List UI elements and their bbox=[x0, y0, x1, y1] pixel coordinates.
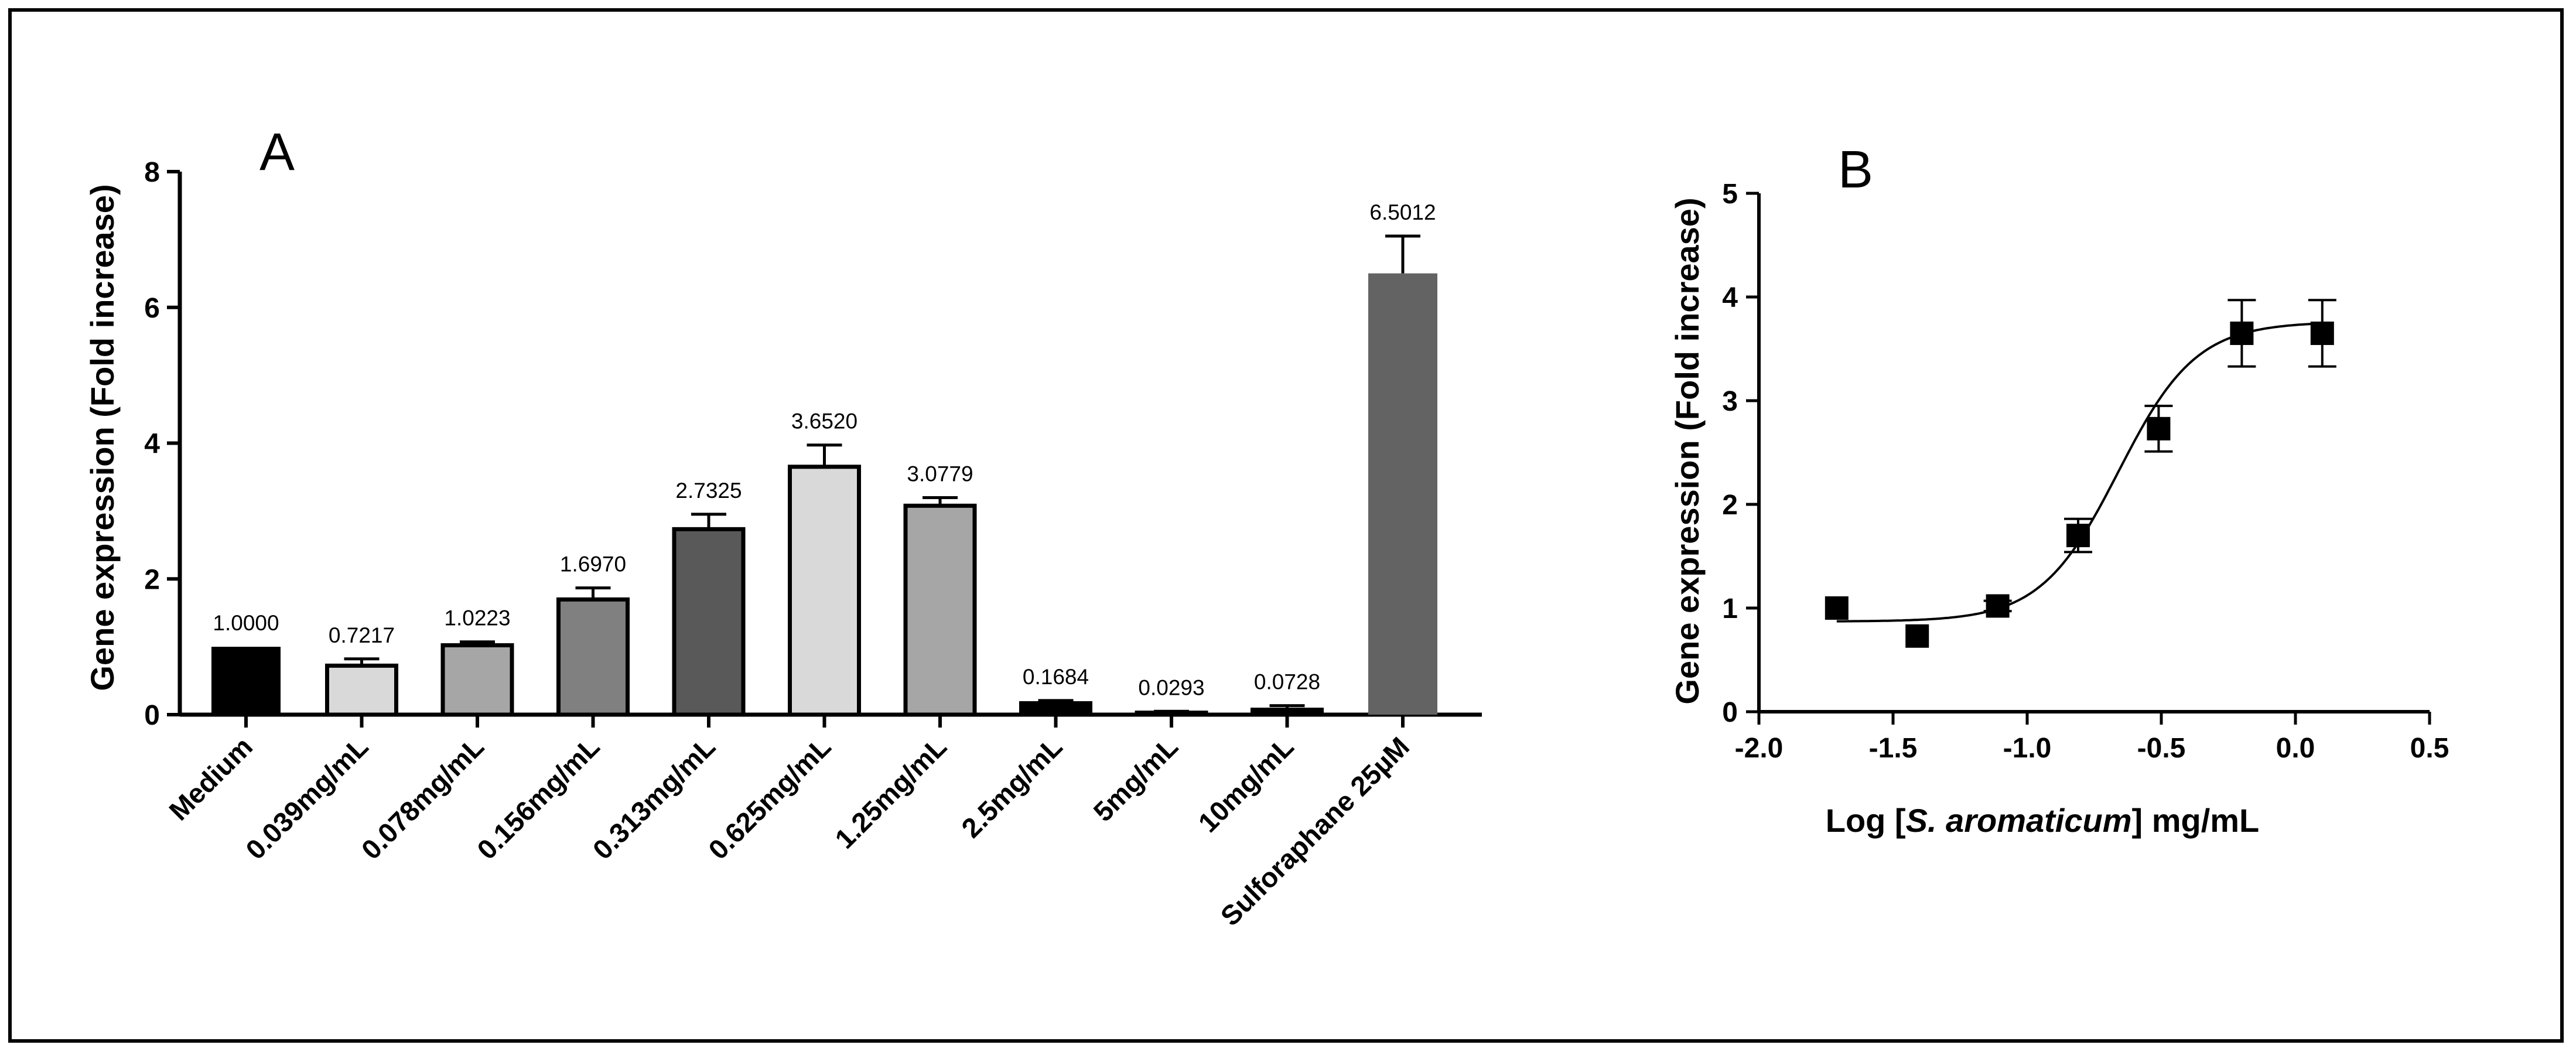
data-label: 0.7217 bbox=[329, 623, 395, 647]
bar bbox=[556, 597, 630, 717]
y-tick-label: 1 bbox=[1722, 593, 1738, 624]
chart-a: A Gene expression (Fold increase) 0 2 4 6 8 M… bbox=[84, 123, 1482, 931]
data-point bbox=[2310, 321, 2334, 345]
fit-curve bbox=[1836, 322, 2322, 623]
x-axis-title-species: S. aromaticum bbox=[1906, 802, 2132, 839]
x-tick-label: 0.313mg/mL bbox=[586, 731, 721, 866]
data-point bbox=[2147, 416, 2171, 441]
y-axis-title: Gene expression (Fold increase) bbox=[84, 184, 121, 691]
bar bbox=[1135, 711, 1208, 717]
data-point bbox=[1825, 596, 1849, 620]
bar bbox=[440, 643, 514, 717]
plot-area bbox=[1825, 299, 2336, 648]
data-label: 3.6520 bbox=[791, 409, 857, 433]
x-axis-title: Log [S. aromaticum] mg/mL bbox=[1826, 802, 2260, 839]
axes: 0 1 2 3 4 5 -2.0 -1.5 -1.0 -0.5 0.0 0.5 bbox=[1722, 179, 2449, 764]
y-tick-label: 0 bbox=[1722, 697, 1738, 728]
bar bbox=[788, 465, 861, 717]
data-label: 1.0223 bbox=[444, 606, 510, 630]
bar bbox=[211, 647, 281, 715]
data-label: 6.5012 bbox=[1369, 200, 1436, 224]
y-tick-label: 0 bbox=[144, 700, 160, 731]
data-label: 0.1684 bbox=[1023, 665, 1089, 689]
data-point bbox=[2230, 321, 2254, 345]
y-tick-label: 8 bbox=[144, 157, 160, 188]
x-tick-label: -2.0 bbox=[1735, 733, 1784, 764]
y-tick-label: 3 bbox=[1722, 386, 1738, 417]
y-axis-title: Gene expression (Fold increase) bbox=[1669, 197, 1706, 704]
y-tick-label: 4 bbox=[1722, 282, 1738, 313]
bar bbox=[1251, 708, 1324, 717]
data-label: 0.0293 bbox=[1138, 675, 1204, 699]
x-tick-label: 0.078mg/mL bbox=[355, 731, 490, 866]
panel-label-a: A bbox=[259, 123, 295, 182]
data-label: 0.0728 bbox=[1254, 670, 1320, 694]
data-label: 2.7325 bbox=[675, 479, 742, 503]
x-tick-label: -1.0 bbox=[2003, 733, 2052, 764]
bar bbox=[903, 503, 977, 717]
bars: 1.0000 0.7217 1.0223 1.6970 2.7325 3.6520 3.07… bbox=[211, 200, 1437, 717]
y-tick-label: 6 bbox=[144, 293, 160, 324]
x-tick-label: 0.625mg/mL bbox=[702, 731, 837, 866]
x-tick-label: 0.156mg/mL bbox=[471, 731, 606, 866]
y-tick-label: 2 bbox=[1722, 490, 1738, 521]
x-tick-label: 0.039mg/mL bbox=[240, 731, 374, 866]
x-axis-title-post: ] mg/mL bbox=[2131, 802, 2259, 839]
bar bbox=[672, 527, 746, 717]
x-tick-label: Medium bbox=[163, 731, 258, 827]
panel-label-b: B bbox=[1838, 141, 1873, 199]
x-tick-label: 1.25mg/mL bbox=[829, 731, 952, 855]
chart-b: B Gene expression (Fold increase) Log [S… bbox=[1669, 141, 2449, 839]
data-label: 1.0000 bbox=[213, 611, 279, 635]
y-tick-label: 2 bbox=[144, 564, 160, 595]
data-point bbox=[1905, 624, 1929, 648]
x-tick-label: 2.5mg/mL bbox=[955, 731, 1068, 844]
data-point bbox=[2066, 524, 2090, 548]
x-axis-title-pre: Log [ bbox=[1826, 802, 1906, 839]
data-label: 1.6970 bbox=[560, 552, 626, 576]
x-tick-label: 10mg/mL bbox=[1192, 731, 1299, 838]
y-tick-label: 4 bbox=[144, 429, 160, 460]
x-tick-label: Sulforaphane 25µM bbox=[1214, 731, 1415, 932]
data-label: 3.0779 bbox=[907, 462, 973, 486]
x-tick-label: -1.5 bbox=[1869, 733, 1918, 764]
data-point bbox=[1986, 594, 2010, 618]
x-tick-label: 5mg/mL bbox=[1087, 731, 1184, 828]
bar bbox=[1019, 701, 1092, 717]
bar bbox=[1368, 273, 1437, 715]
y-tick-label: 5 bbox=[1722, 179, 1738, 210]
x-tick-label: 0.5 bbox=[2410, 733, 2449, 764]
x-tick-label: -0.5 bbox=[2137, 733, 2186, 764]
x-tick-label: 0.0 bbox=[2276, 733, 2315, 764]
bar bbox=[325, 663, 398, 717]
figure-frame bbox=[8, 8, 2564, 1043]
